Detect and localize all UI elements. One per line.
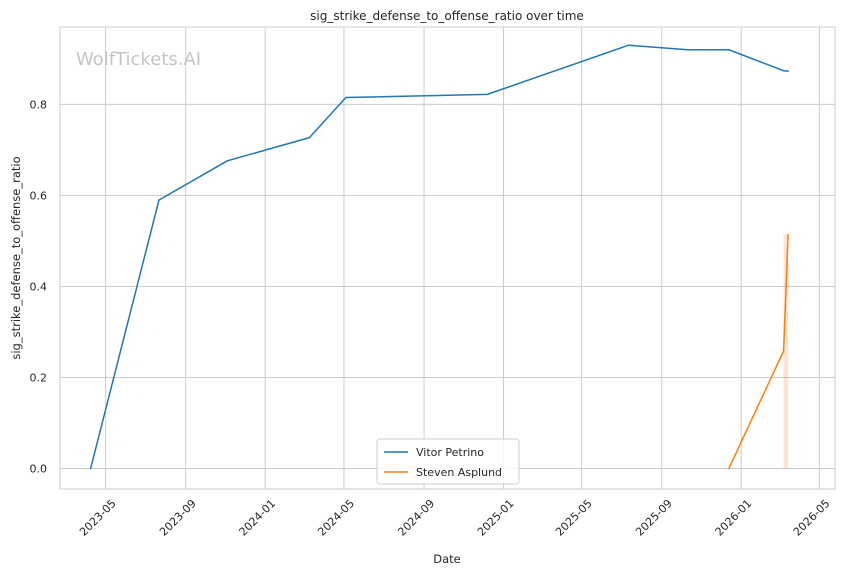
y-axis-label: sig_strike_defense_to_offense_ratio [9, 156, 23, 359]
confidence-band-steven-asplund [783, 234, 789, 469]
x-tick-label: 2025-09 [633, 497, 675, 539]
data-point-steven-asplund [728, 467, 730, 470]
data-point-vitor-petrino [158, 199, 160, 201]
data-point-steven-asplund [787, 233, 789, 236]
x-tick-label: 2025-01 [475, 497, 517, 539]
data-point-vitor-petrino [782, 69, 785, 72]
data-point-vitor-petrino [687, 49, 689, 51]
y-tick-label: 0.6 [30, 189, 48, 202]
x-tick-label: 2026-05 [791, 497, 833, 539]
x-tick-label: 2023-05 [77, 497, 119, 539]
x-tick-label: 2025-05 [553, 497, 595, 539]
x-tick-label: 2024-01 [237, 497, 279, 539]
data-point-vitor-petrino [627, 44, 630, 46]
legend-label-vitor-petrino: Vitor Petrino [416, 446, 484, 459]
legend-label-steven-asplund: Steven Asplund [416, 466, 502, 479]
plot-frame [59, 26, 836, 490]
data-point-vitor-petrino [787, 70, 789, 72]
data-point-vitor-petrino [308, 136, 311, 139]
y-tick-labels: 0.0 0.2 0.4 0.6 0.8 [30, 98, 48, 475]
chart-title: sig_strike_defense_to_offense_ratio over… [310, 9, 584, 23]
x-tick-label: 2024-05 [315, 497, 357, 539]
x-tick-labels: 2023-05 2023-09 2024-01 2024-05 2024-09 2025-… [77, 497, 832, 539]
data-point-steven-asplund [782, 350, 785, 352]
grid-lines [60, 27, 835, 489]
data-point-vitor-petrino [486, 93, 488, 96]
y-tick-label: 0.8 [30, 98, 48, 111]
data-point-vitor-petrino [89, 467, 92, 470]
y-tick-label: 0.2 [30, 371, 48, 384]
x-tick-label: 2026-01 [713, 497, 755, 539]
x-axis-label: Date [433, 552, 461, 566]
series-layer [89, 44, 789, 470]
y-tick-label: 0.4 [30, 280, 48, 293]
x-tick-label: 2024-09 [395, 497, 437, 539]
legend: Vitor Petrino Steven Asplund [376, 438, 520, 485]
plot-area [60, 27, 835, 489]
data-point-vitor-petrino [226, 160, 229, 162]
watermark: WolfTickets.AI [76, 49, 201, 70]
x-tick-label: 2023-09 [157, 497, 199, 539]
data-point-vitor-petrino [345, 96, 347, 99]
legend-box [376, 438, 520, 485]
y-tick-label: 0.0 [30, 463, 48, 476]
data-point-vitor-petrino [728, 49, 730, 51]
